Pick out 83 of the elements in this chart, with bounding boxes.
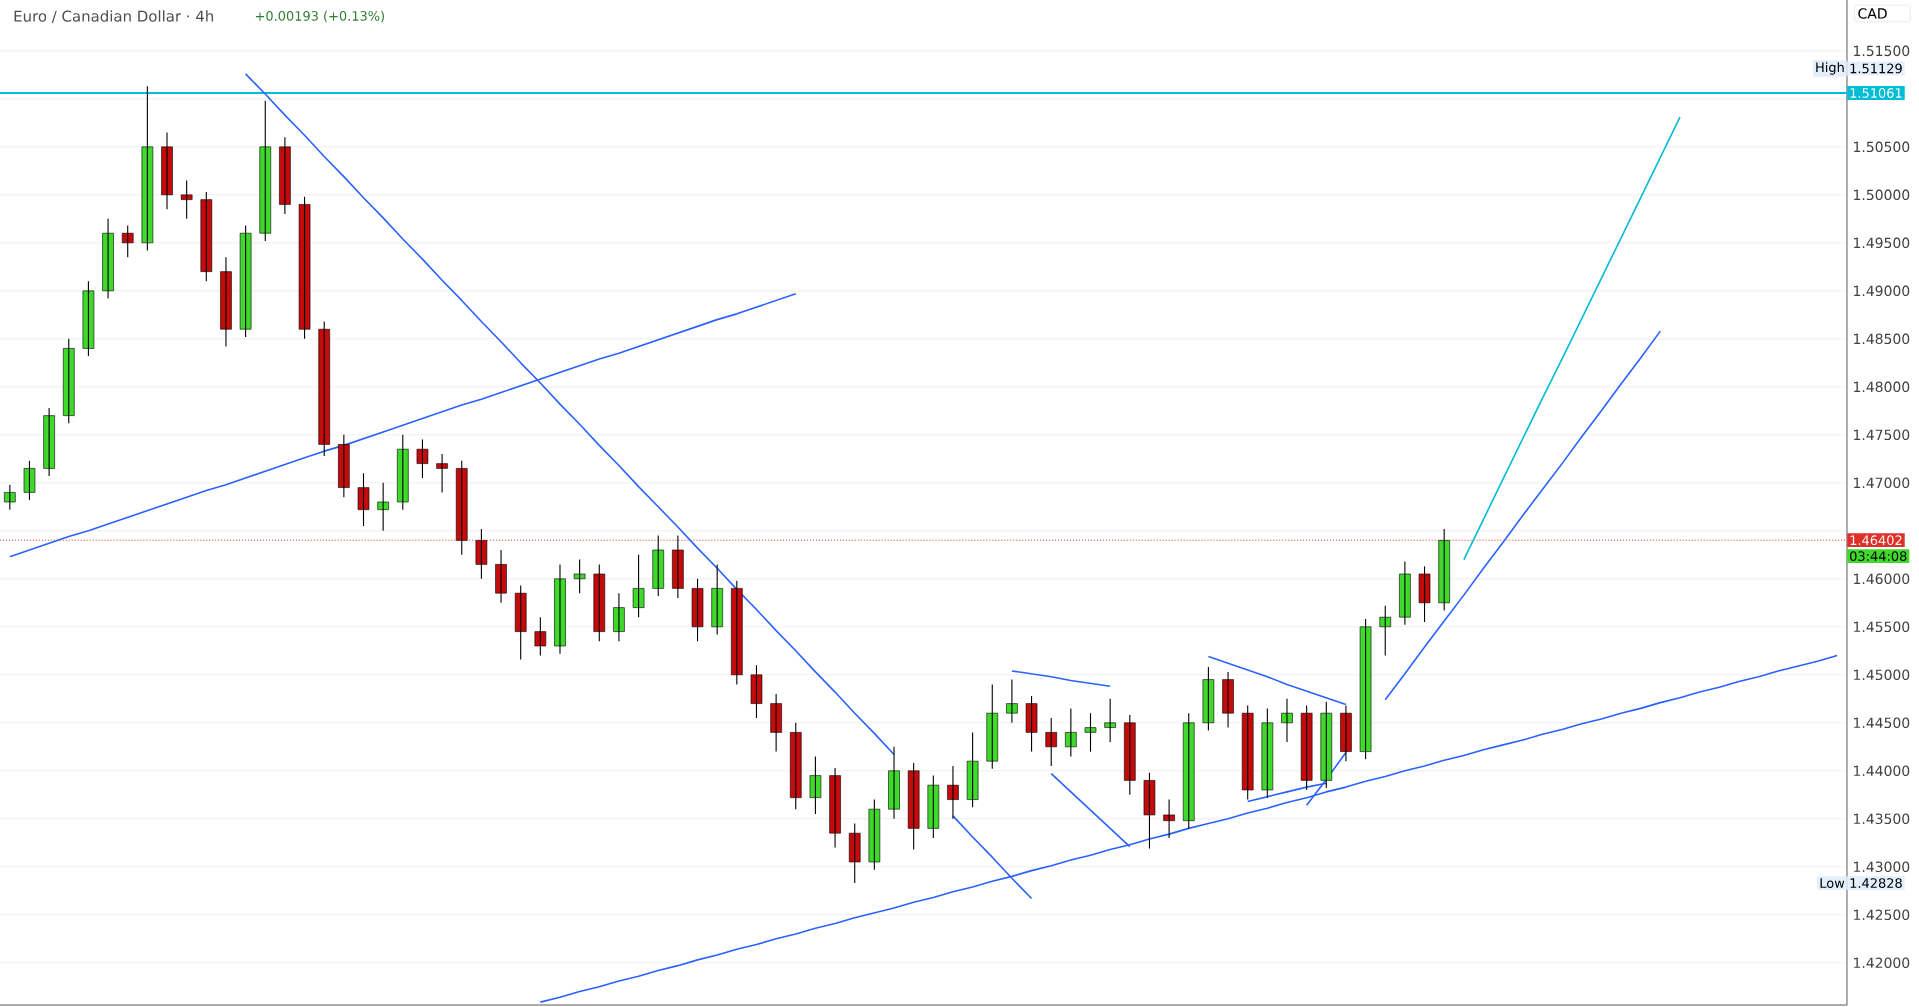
candlestick bbox=[1124, 714, 1136, 796]
y-tick-label: 1.43500 bbox=[1854, 813, 1910, 825]
y-tick-label: 1.51500 bbox=[1854, 45, 1910, 57]
candlestick bbox=[691, 578, 704, 642]
y-tick-label: 1.48000 bbox=[1854, 381, 1910, 393]
candlestick bbox=[868, 799, 881, 871]
candlestick bbox=[1182, 712, 1195, 829]
candlestick bbox=[907, 762, 920, 851]
candlestick bbox=[397, 434, 409, 511]
candlestick bbox=[1006, 679, 1018, 724]
candlestick bbox=[357, 472, 370, 527]
candlestick bbox=[986, 683, 999, 770]
candlestick bbox=[1104, 698, 1116, 743]
candlestick bbox=[1202, 666, 1215, 732]
candlestick bbox=[534, 616, 547, 657]
y-tick-label: 1.45000 bbox=[1854, 669, 1910, 681]
y-tick-label: 1.50500 bbox=[1854, 141, 1910, 153]
y-axis-title: CAD bbox=[1858, 8, 1887, 19]
candlestick bbox=[436, 453, 448, 493]
candlestick bbox=[1163, 799, 1175, 839]
candlestick bbox=[652, 535, 665, 597]
text: 1.42828 bbox=[1850, 878, 1902, 888]
candlestick bbox=[711, 563, 723, 636]
candlestick bbox=[1025, 695, 1038, 753]
y-tick-label: 1.43000 bbox=[1854, 861, 1910, 873]
candlestick bbox=[1418, 565, 1431, 623]
candlestick bbox=[318, 320, 331, 457]
candlestick bbox=[514, 584, 527, 660]
candlestick bbox=[82, 280, 95, 357]
candlestick bbox=[927, 775, 940, 839]
candlestick bbox=[121, 225, 134, 258]
y-tick-label: 1.47000 bbox=[1854, 477, 1910, 489]
candlestick bbox=[1261, 707, 1274, 799]
candlestick bbox=[1241, 704, 1254, 801]
y-tick-label: 1.44000 bbox=[1854, 765, 1910, 777]
candlestick bbox=[1320, 701, 1333, 789]
candlestick bbox=[200, 191, 213, 282]
candlestick bbox=[141, 85, 154, 252]
y-tick-label: 1.46000 bbox=[1854, 573, 1910, 585]
text: 1.51129 bbox=[1850, 63, 1902, 74]
candlestick bbox=[731, 580, 743, 685]
candlestick bbox=[1359, 618, 1372, 760]
candlestick bbox=[239, 225, 252, 338]
candlestick bbox=[259, 100, 272, 242]
candlestick bbox=[416, 439, 429, 479]
candlestick bbox=[4, 484, 16, 511]
annotation: Low bbox=[1820, 878, 1845, 888]
y-tick-label: 1.44500 bbox=[1854, 717, 1910, 729]
annotation: High bbox=[1816, 62, 1844, 75]
y-tick-label: 1.50000 bbox=[1854, 189, 1910, 201]
candlestick bbox=[848, 823, 861, 884]
candlestick bbox=[455, 460, 468, 556]
candlestick bbox=[1084, 712, 1097, 753]
candlestick bbox=[377, 482, 389, 532]
candlestick bbox=[632, 554, 645, 618]
candlestick bbox=[750, 664, 763, 719]
candlestick bbox=[573, 559, 586, 594]
y-tick-label: 1.42500 bbox=[1854, 909, 1910, 921]
candlestick bbox=[809, 755, 822, 815]
candlestick bbox=[23, 460, 36, 501]
candlestick bbox=[1438, 528, 1450, 612]
candlestick bbox=[1143, 772, 1156, 850]
candlestick bbox=[789, 722, 802, 810]
candlestick bbox=[593, 563, 606, 642]
text: +0.00193 (+0.13%) bbox=[255, 10, 384, 23]
candlestick bbox=[180, 179, 193, 220]
candlestick bbox=[1300, 704, 1313, 791]
text: 03:44:08 bbox=[1850, 551, 1907, 562]
candlestick bbox=[475, 528, 488, 580]
y-tick-label: 1.45500 bbox=[1854, 621, 1910, 633]
candlestick bbox=[966, 731, 979, 808]
y-tick-label: 1.49000 bbox=[1854, 285, 1910, 297]
text: Euro / Canadian Dollar · 4h bbox=[14, 10, 214, 23]
y-tick-label: 1.49500 bbox=[1854, 237, 1910, 249]
candlestick bbox=[1045, 717, 1058, 767]
y-tick-label: 1.47500 bbox=[1854, 429, 1910, 441]
ref-line-label: 1.51061 bbox=[1850, 88, 1902, 98]
y-tick-label: 1.48500 bbox=[1854, 333, 1910, 345]
ref-line-label: 1.46402 bbox=[1850, 535, 1902, 546]
y-tick-label: 1.42000 bbox=[1854, 957, 1910, 969]
candlestick bbox=[1379, 605, 1392, 657]
candlestick bbox=[62, 338, 75, 424]
candlestick bbox=[298, 196, 311, 340]
